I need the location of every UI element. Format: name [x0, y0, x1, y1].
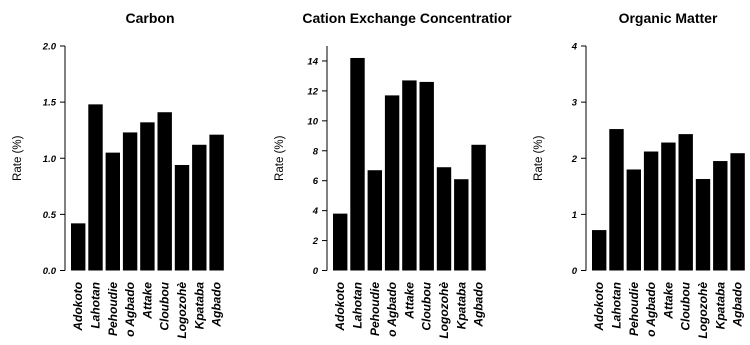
y-tick-label: 1 [572, 210, 577, 221]
bar-kpataba [192, 144, 207, 271]
bar-o-agbado [122, 132, 138, 271]
y-axis-label: Rate (%) [533, 135, 545, 181]
category-label: Agbado [472, 282, 486, 328]
category-label: Attake [661, 282, 675, 320]
bar-cloubou [157, 112, 172, 271]
bar-adokoto [333, 213, 348, 271]
bar-attake [661, 142, 676, 271]
category-label: o Agbado [644, 282, 658, 337]
y-tick-label: 6 [313, 176, 319, 187]
category-label: Cloubou [420, 281, 434, 330]
carbon-chart-panel: Carbon 0.0 0.5 1.0 1.5 2.0 Rate (%) Adokoto Laho… [12, 10, 224, 339]
category-label: Adokoto [71, 282, 85, 332]
bar-kpataba [454, 179, 469, 271]
organic-matter-chart-panel: Organic Matter 0 1 2 3 4 Rate (%) Adokoto Lahota… [533, 10, 745, 339]
bar-o-agbado [384, 95, 400, 271]
bar-adokoto [71, 223, 86, 271]
bar-agbado [471, 144, 486, 271]
y-tick-label: 14 [307, 56, 318, 67]
category-label: Pehoudie [368, 282, 382, 336]
y-tick-label: 12 [307, 86, 318, 97]
y-tick-label: 2 [312, 236, 319, 247]
bar-pehoudie [626, 169, 641, 271]
bar-attake [140, 122, 155, 271]
category-label: Adokoto [333, 282, 347, 332]
category-label: Logozohè [175, 282, 189, 339]
y-tick-label: 0 [572, 266, 578, 277]
bar-logozoh- [436, 167, 452, 271]
y-tick-label: 1.5 [43, 98, 57, 109]
y-tick-label: 10 [307, 116, 318, 127]
category-label: Agbado [731, 282, 745, 328]
category-label: Logozohè [437, 282, 451, 339]
y-tick-label: 3 [572, 98, 578, 109]
category-label: Attake [140, 282, 154, 320]
bar-pehoudie [105, 152, 120, 271]
y-tick-label: 0.0 [43, 266, 57, 277]
category-label: o Agbado [123, 282, 137, 337]
category-label: Logozohè [696, 282, 710, 339]
bar-attake [402, 80, 417, 271]
category-label: Lahotan [351, 282, 365, 329]
bar-lahotan [350, 57, 365, 271]
bar-logozoh- [695, 179, 711, 271]
category-label: Kpataba [192, 282, 206, 330]
category-label: Cloubou [679, 281, 693, 330]
bar-adokoto [592, 230, 607, 271]
cation-exchange-chart-panel: Cation Exchange Concentratior 0 2 4 6 8 10 12 14… [274, 10, 512, 339]
y-tick-label: 4 [571, 42, 578, 53]
y-tick-label: 2 [571, 154, 578, 165]
category-label: Kpataba [454, 282, 468, 330]
bar-cloubou [419, 81, 434, 271]
y-tick-label: 2.0 [42, 42, 57, 53]
bar-lahotan [88, 104, 103, 271]
category-label: Pehoudie [627, 282, 641, 336]
bar-agbado [209, 134, 224, 271]
bar-pehoudie [367, 170, 382, 271]
category-label: Cloubou [158, 281, 172, 330]
chart-title: Cation Exchange Concentratior [302, 10, 512, 26]
y-tick-label: 0.5 [43, 210, 57, 221]
chart-title: Organic Matter [619, 10, 718, 26]
bar-cloubou [678, 134, 693, 271]
bar-kpataba [713, 161, 728, 271]
category-label: Attake [402, 282, 416, 320]
category-label: Lahotan [610, 282, 624, 329]
category-label: o Agbado [385, 282, 399, 337]
y-axis-label: Rate (%) [274, 135, 286, 181]
y-tick-label: 0 [313, 266, 319, 277]
category-label: Kpataba [713, 282, 727, 330]
bar-logozoh- [174, 164, 190, 271]
category-label: Pehoudie [106, 282, 120, 336]
bar-lahotan [609, 129, 624, 271]
bar-agbado [730, 153, 745, 271]
chart-title: Carbon [126, 10, 175, 26]
bar-o-agbado [643, 151, 659, 271]
y-tick-label: 4 [312, 206, 319, 217]
category-label: Adokoto [592, 282, 606, 332]
y-axis-label: Rate (%) [12, 135, 24, 181]
category-label: Agbado [210, 282, 224, 328]
y-tick-label: 8 [313, 146, 319, 157]
y-tick-label: 1.0 [43, 154, 57, 165]
category-label: Lahotan [89, 282, 103, 329]
